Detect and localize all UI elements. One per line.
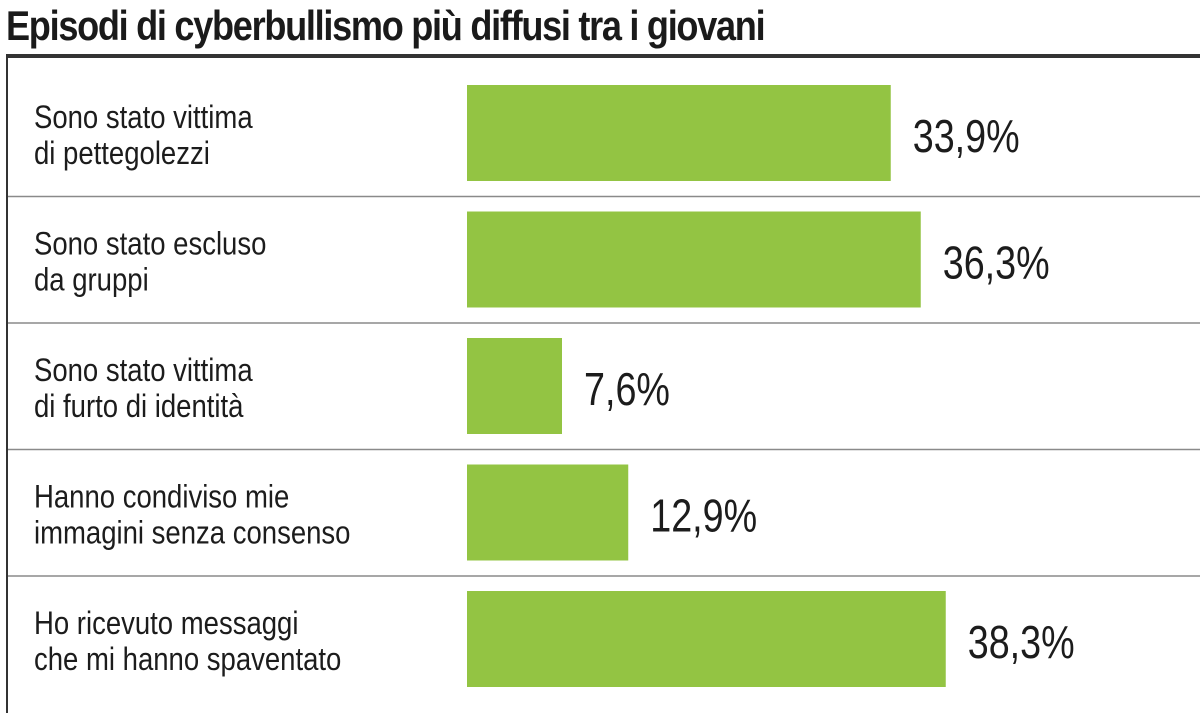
bar (467, 591, 946, 687)
category-label: Sono stato escluso (34, 227, 266, 262)
value-label: 12,9% (650, 490, 757, 541)
chart-title: Episodi di cyberbullismo più diffusi tra… (6, 2, 766, 49)
bar (467, 211, 921, 308)
category-label: Ho ricevuto messaggi (34, 606, 298, 641)
category-label: Hanno condiviso mie (34, 480, 289, 515)
category-label: che mi hanno spaventato (34, 642, 341, 677)
category-label: immagini senza consenso (34, 516, 350, 551)
bar (467, 338, 562, 434)
value-label: 33,9% (913, 110, 1020, 161)
value-label: 36,3% (943, 237, 1050, 288)
category-label: Sono stato vittima (34, 100, 253, 135)
value-label: 38,3% (968, 616, 1075, 667)
chart-frame (6, 58, 1200, 713)
category-label: di pettegolezzi (34, 136, 210, 171)
category-label: di furto di identità (34, 389, 244, 424)
title-rule (6, 54, 1200, 58)
value-label: 7,6% (584, 363, 670, 414)
category-label: da gruppi (34, 263, 149, 298)
category-label: Sono stato vittima (34, 353, 253, 388)
bar (467, 85, 891, 181)
bar (467, 464, 629, 561)
